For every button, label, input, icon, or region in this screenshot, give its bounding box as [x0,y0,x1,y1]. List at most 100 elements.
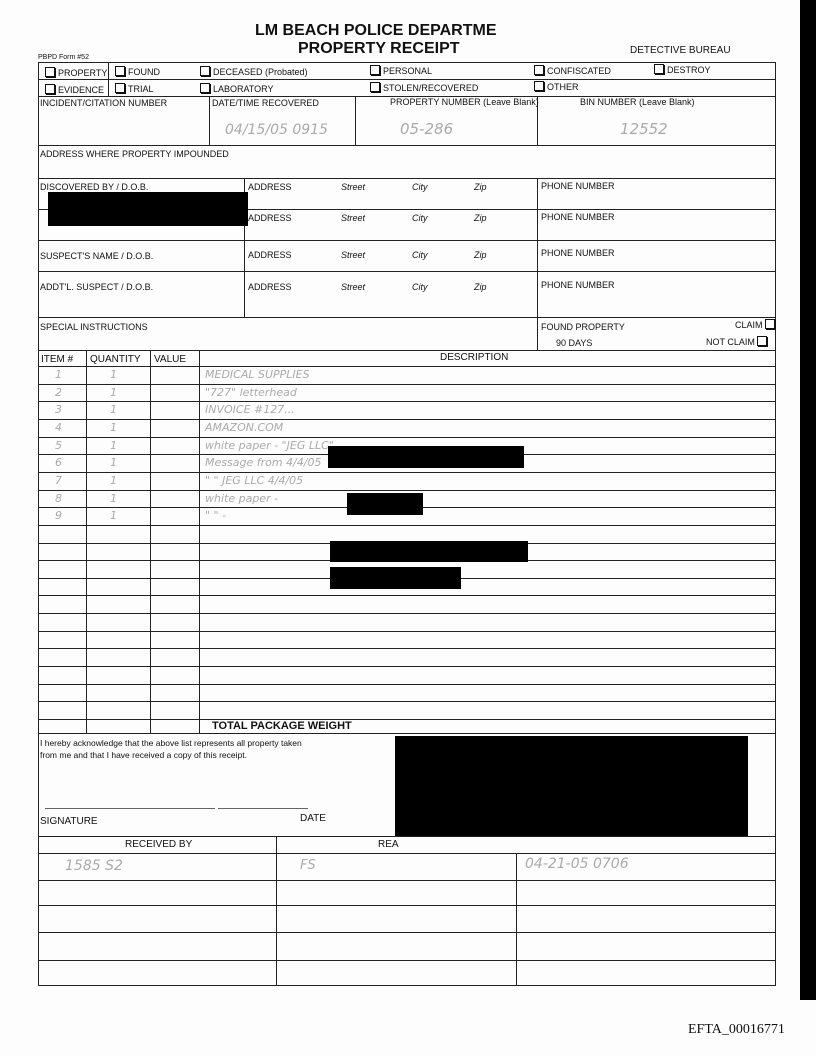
row-divider [38,613,776,614]
checkbox-found[interactable]: FOUND [115,66,160,77]
label: OTHER [547,82,579,92]
bin-number-label: BIN NUMBER (Leave Blank) [580,97,695,107]
checkbox-icon [534,65,544,75]
row-divider [38,684,776,685]
row-divider [38,719,776,720]
incident-number-label: INCIDENT/CITATION NUMBER [40,98,168,108]
label: NOT CLAIM [706,337,755,347]
zip: Zip [474,182,487,192]
zip: Zip [474,213,487,223]
total-weight-label: TOTAL PACKAGE WEIGHT [212,720,352,732]
checkbox-laboratory[interactable]: LABORATORY [200,83,274,94]
label: PERSONAL [383,66,433,76]
redaction [395,736,748,836]
datetime-value[interactable]: 04/15/05 0915 [225,122,328,138]
date-line[interactable] [218,808,308,809]
checkbox-other[interactable]: OTHER [534,81,579,92]
item-description[interactable]: " " - [205,509,227,522]
item-quantity[interactable]: 1 [110,439,117,452]
property-number-value[interactable]: 05-286 [400,120,454,138]
item-description[interactable]: "727" letterhead [205,386,297,399]
item-number[interactable]: 8 [55,492,62,505]
received-by-label: RECEIVED BY [125,839,193,850]
checkbox-confiscated[interactable]: CONFISCATED [534,65,611,76]
datetime-label: DATE/TIME RECOVERED [212,98,319,108]
zip: Zip [474,250,487,260]
row-divider [38,631,776,632]
item-description[interactable]: " " JEG LLC 4/4/05 [205,474,304,487]
redaction [347,493,423,515]
label: CONFISCATED [547,66,611,76]
label: EVIDENCE [58,85,105,95]
item-quantity[interactable]: 1 [110,403,117,416]
item-description[interactable]: MEDICAL SUPPLIES [205,368,310,381]
row-divider [38,525,776,526]
item-description[interactable]: white paper - "JEG LLC" [205,439,334,452]
label: DESTROY [667,65,711,75]
checkbox-claim[interactable]: CLAIM [735,319,778,330]
item-number[interactable]: 6 [55,456,62,469]
item-quantity[interactable]: 1 [110,492,117,505]
bin-number-value[interactable]: 12552 [620,120,668,138]
label: STOLEN/RECOVERED [383,83,479,93]
reason-value[interactable]: FS [300,858,316,873]
checkbox-evidence[interactable]: EVIDENCE [45,84,104,95]
ack-text: from me and that I have received a copy … [40,750,247,760]
item-description[interactable]: white paper - [205,492,279,505]
item-quantity[interactable]: 1 [110,368,117,381]
checkbox-property[interactable]: PROPERTY [45,67,107,78]
row-divider [38,366,776,367]
received-by-value[interactable]: 1585 S2 [65,858,123,874]
item-number[interactable]: 7 [55,474,62,487]
item-quantity[interactable]: 1 [110,386,117,399]
item-number[interactable]: 4 [55,421,62,434]
item-number[interactable]: 3 [55,403,62,416]
checkbox-stolen-recovered[interactable]: STOLEN/RECOVERED [370,82,478,93]
checkbox-destroy[interactable]: DESTROY [654,64,711,75]
item-description[interactable]: Message from 4/4/05 [205,456,322,469]
ack-text: I hereby acknowledge that the above list… [40,738,302,748]
item-number[interactable]: 9 [55,509,62,522]
item-number[interactable]: 1 [55,368,62,381]
item-number[interactable]: 2 [55,386,62,399]
item-quantity[interactable]: 1 [110,474,117,487]
checkbox-not-claim[interactable]: NOT CLAIM [706,336,770,347]
checkbox-icon [757,336,768,346]
label: LABORATORY [213,84,274,94]
row-divider [38,437,776,438]
checkbox-icon [370,82,380,92]
street: Street [341,213,366,223]
item-description[interactable]: AMAZON.COM [205,421,284,434]
item-description[interactable]: INVOICE #127... [205,403,295,416]
redaction [328,446,524,468]
custody-datetime-value[interactable]: 04-21-05 0706 [525,856,629,872]
row-divider [38,401,776,402]
item-quantity[interactable]: 1 [110,456,117,469]
checkbox-icon [115,83,125,93]
checkbox-icon [45,67,55,77]
city: City [412,213,428,223]
row-divider [38,384,776,385]
redaction [330,541,528,562]
page-title: PROPERTY RECEIPT [298,40,460,57]
city: City [412,182,428,192]
address-label: ADDRESS Street City Zip [248,250,487,260]
item-quantity[interactable]: 1 [110,509,117,522]
phone-label: PHONE NUMBER [541,181,615,191]
item-quantity[interactable]: 1 [110,421,117,434]
checkbox-personal[interactable]: PERSONAL [370,65,432,76]
item-number[interactable]: 5 [55,439,62,452]
checkbox-icon [765,319,776,329]
address: ADDRESS [248,250,292,260]
checkbox-icon [534,81,544,91]
address: ADDRESS [248,213,292,223]
label: FOUND [128,67,160,77]
checkbox-deceased[interactable]: DECEASED (Probated) [200,66,308,77]
row-divider [38,472,776,473]
signature-line[interactable] [45,808,215,809]
checkbox-trial[interactable]: TRIAL [115,83,154,94]
phone-label: PHONE NUMBER [541,212,615,222]
checkbox-icon [654,64,664,74]
street: Street [341,282,366,292]
